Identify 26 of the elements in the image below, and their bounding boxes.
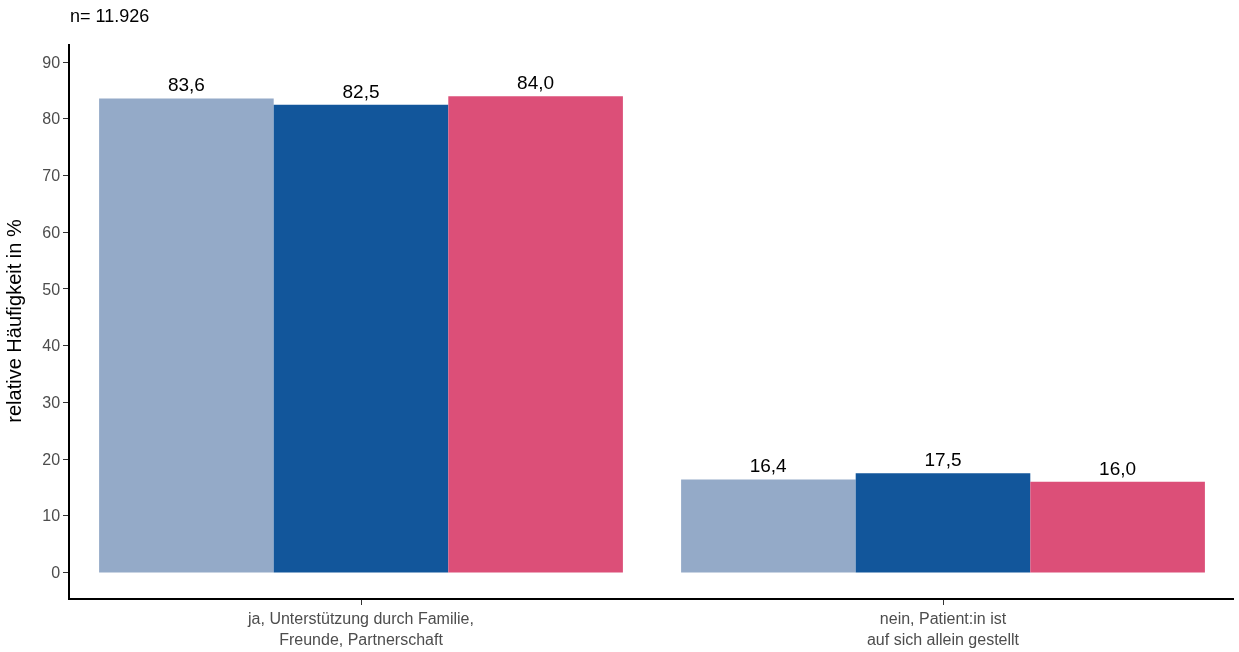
data-label: 17,5 bbox=[924, 449, 962, 471]
y-tick-label: 70 bbox=[42, 167, 61, 185]
x-tick-label: ja, Unterstützung durch Familie, Freunde, Partnerschaft bbox=[247, 609, 474, 648]
bar bbox=[99, 98, 274, 573]
bar bbox=[448, 96, 623, 573]
bar bbox=[681, 479, 856, 573]
y-tick-label: 50 bbox=[42, 280, 61, 298]
y-tick-label: 0 bbox=[51, 564, 61, 582]
bar bbox=[1030, 481, 1205, 573]
data-label: 84,0 bbox=[517, 72, 555, 94]
x-tick-label: nein, Patient:in ist auf sich allein gestellt bbox=[866, 609, 1020, 648]
bar bbox=[273, 104, 449, 573]
y-tick-label: 40 bbox=[42, 337, 61, 355]
y-tick-label: 30 bbox=[42, 393, 61, 411]
data-label: 82,5 bbox=[342, 80, 380, 102]
y-axis-title: relative Häufigkeit in % bbox=[3, 219, 26, 423]
y-tick-label: 20 bbox=[42, 450, 61, 468]
chart-title: n= 11.926 bbox=[70, 6, 150, 27]
data-label: 83,6 bbox=[167, 74, 205, 96]
y-tick-label: 80 bbox=[42, 110, 61, 128]
data-label: 16,0 bbox=[1099, 457, 1137, 479]
y-tick-label: 10 bbox=[42, 507, 61, 525]
data-label: 16,4 bbox=[749, 455, 788, 477]
y-tick-label: 60 bbox=[42, 223, 61, 241]
y-tick-label: 90 bbox=[42, 53, 61, 71]
bar bbox=[855, 473, 1031, 573]
